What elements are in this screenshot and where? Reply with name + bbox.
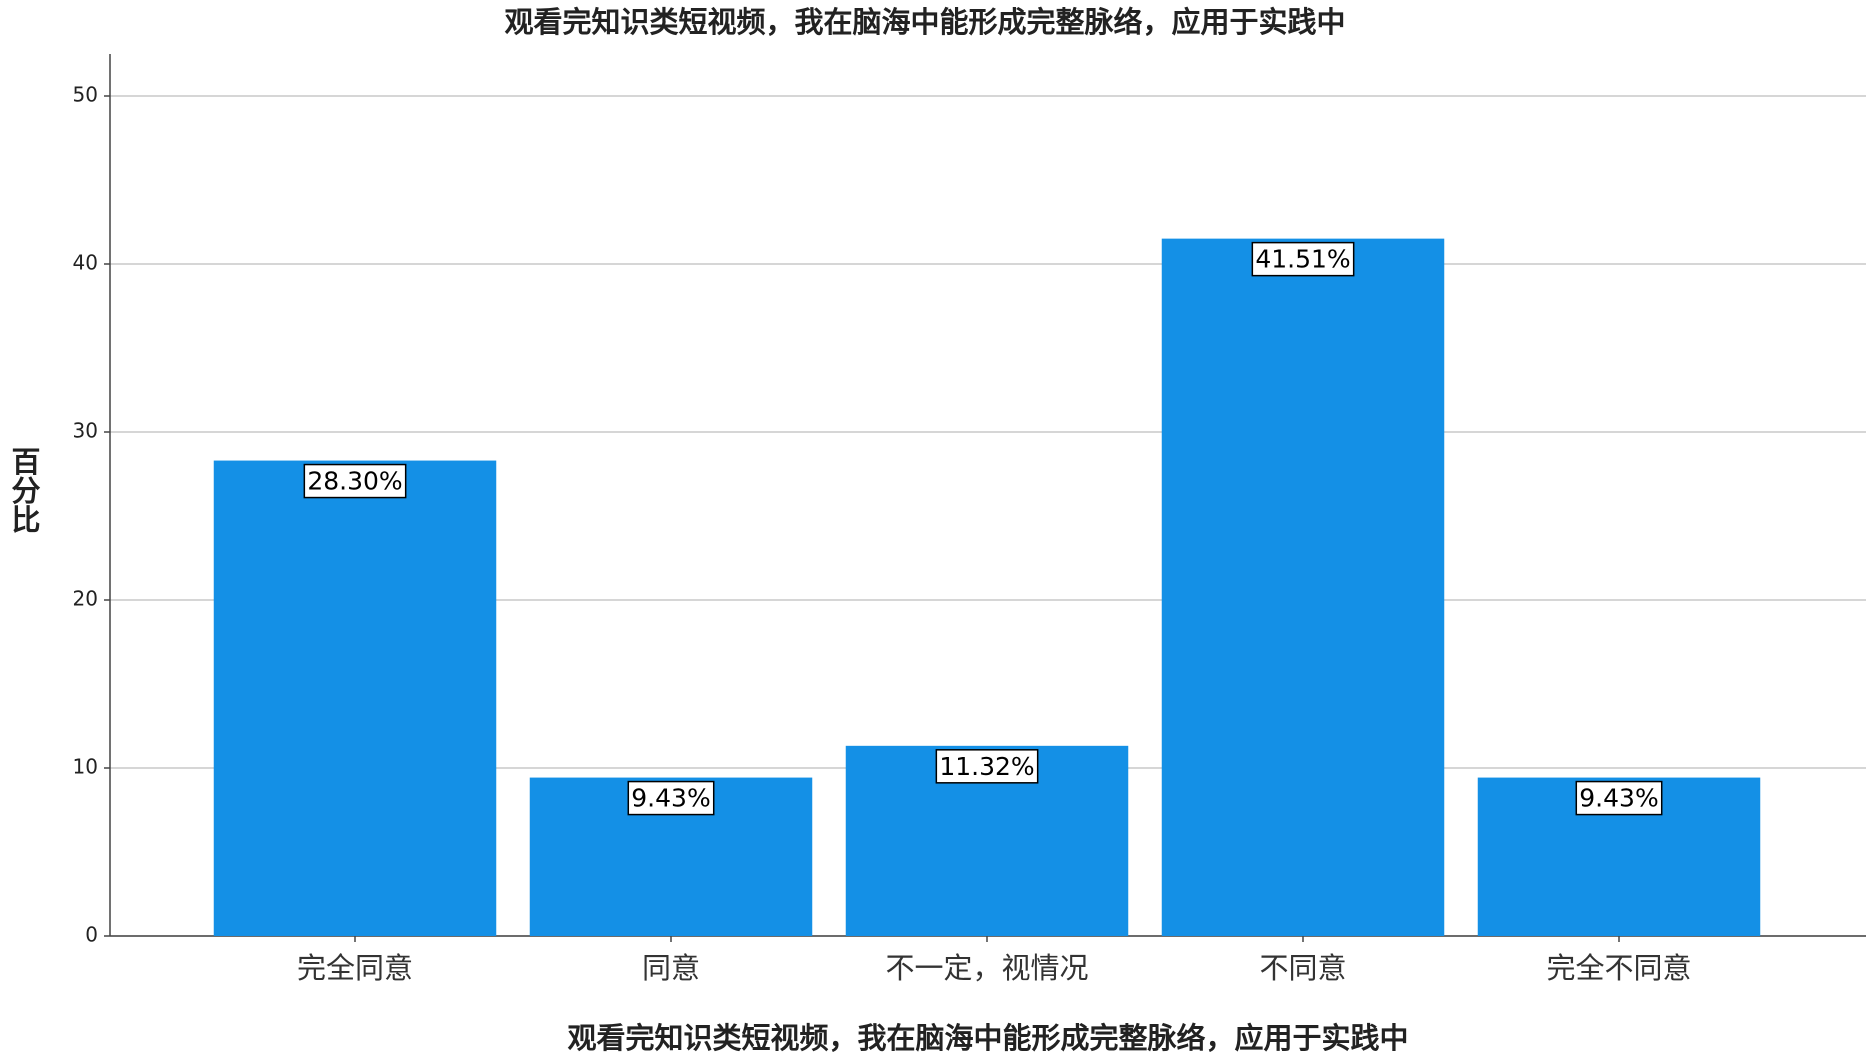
y-axis-title: 百分比 [7,447,41,534]
x-tick-label: 同意 [642,951,700,985]
x-tick-label: 不同意 [1259,951,1346,985]
bar [213,460,497,936]
y-tick-label: 30 [73,419,98,443]
x-tick-label: 完全同意 [297,951,413,985]
y-tick-label: 0 [85,923,98,947]
value-label-box [1251,241,1355,277]
x-tick-label: 不一定，视情况 [885,951,1088,985]
value-label-box [303,463,407,499]
y-tick-label: 20 [73,587,98,611]
value-label: 11.32% [939,752,1034,781]
value-label: 9.43% [1579,784,1658,813]
value-label: 41.51% [1255,245,1350,274]
value-label-box [1575,780,1663,816]
value-label: 28.30% [307,467,402,496]
chart-title: 观看完知识类短视频，我在脑海中能形成完整脉络，应用于实践中 [504,5,1345,39]
value-label-box [935,749,1039,784]
y-tick-label: 10 [73,755,98,779]
value-label-box [627,780,715,816]
value-label: 9.43% [631,784,710,813]
y-tick-label: 40 [73,251,98,275]
y-tick-label: 50 [73,83,98,107]
bar [1161,238,1445,936]
x-tick-label: 完全不同意 [1546,951,1691,985]
x-axis-title: 观看完知识类短视频，我在脑海中能形成完整脉络，应用于实践中 [567,1021,1408,1055]
